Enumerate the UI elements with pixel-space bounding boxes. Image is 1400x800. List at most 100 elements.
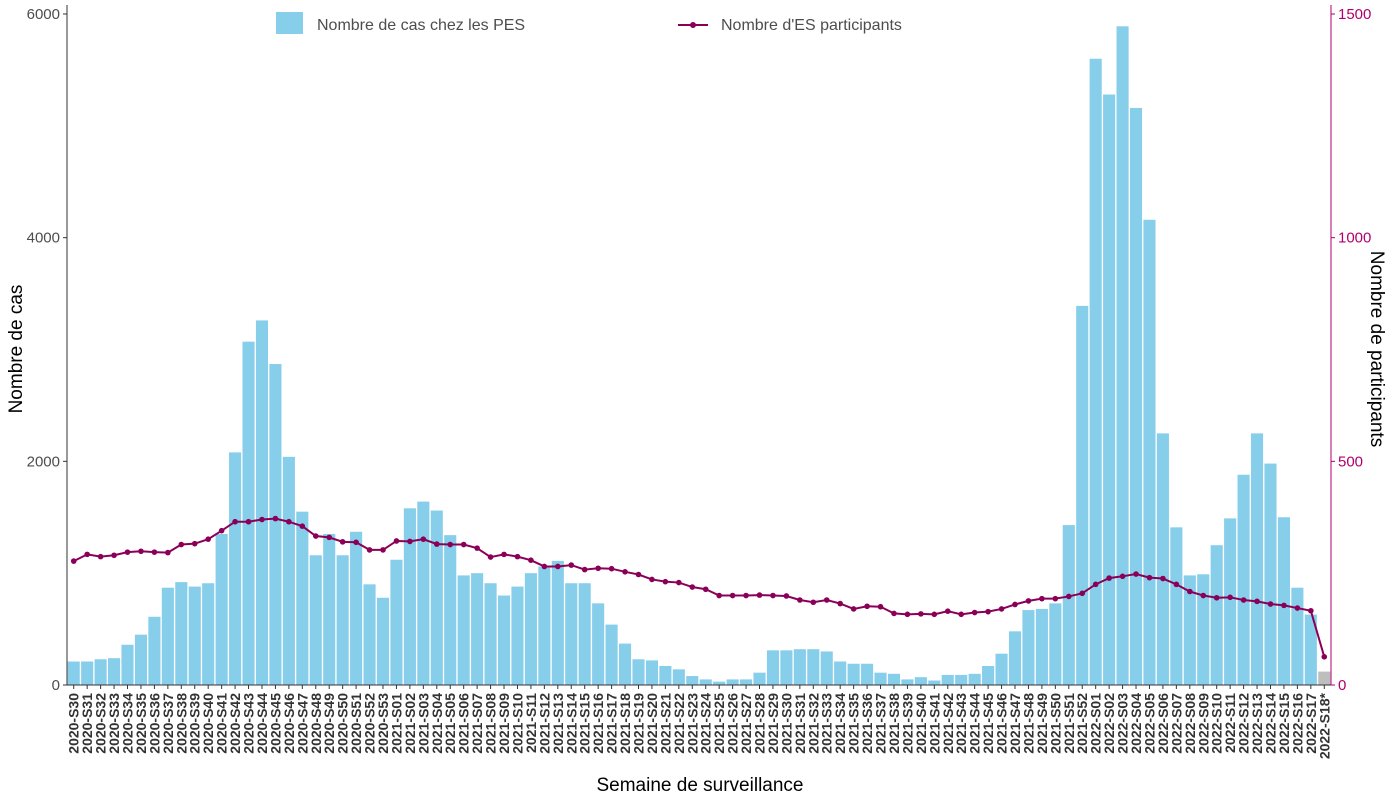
bar-2021-S28: [753, 672, 766, 685]
axes-layer: 0 2000 4000 6000 0 500 1000 1500: [27, 5, 1371, 694]
point-2021-S19: [635, 571, 642, 578]
point-2020-S37: [165, 549, 171, 556]
point-2021-S14: [568, 562, 575, 568]
point-2022-S06: [1160, 575, 1166, 582]
legend-swatch-marker: [690, 22, 696, 28]
bar-2021-S37: [874, 672, 887, 685]
point-2021-S27: [743, 592, 749, 599]
bar-2022-S12: [1237, 474, 1250, 685]
bar-2020-S31: [81, 661, 94, 685]
point-2021-S16: [595, 565, 601, 572]
point-2020-S52: [366, 547, 373, 553]
x-tick-label: 2021-S50: [1047, 693, 1063, 754]
x-axis-title: Semaine de surveillance: [596, 775, 803, 796]
x-tick-label: 2022-S07: [1168, 693, 1184, 754]
point-2021-S47: [1012, 601, 1018, 608]
x-tick-label: 2021-S20: [644, 693, 660, 754]
point-2022-S01: [1092, 581, 1099, 588]
y-tick-label: 6000: [27, 6, 60, 23]
bar-2022-S05: [1143, 219, 1156, 685]
bar-2021-S21: [659, 665, 672, 685]
bar-2021-S34: [834, 661, 847, 685]
x-tick-label: 2021-S05: [442, 693, 458, 754]
point-2021-S42: [944, 608, 951, 614]
y2-axis-title: Nombre de participants: [1366, 251, 1387, 447]
bar-2020-S33: [108, 658, 121, 685]
point-2020-S46: [286, 518, 292, 525]
point-2021-S31: [797, 597, 803, 603]
bar-2021-S27: [740, 679, 753, 685]
x-tick-label: 2020-S38: [173, 693, 189, 754]
bar-2021-S18: [618, 643, 632, 685]
bar-2021-S20: [645, 660, 658, 685]
point-2021-S29: [770, 592, 776, 599]
bar-2021-S29: [766, 650, 780, 685]
point-2020-S45: [272, 515, 279, 522]
x-tick-label: 2022-S05: [1141, 693, 1157, 754]
bar-2021-S25: [713, 681, 726, 685]
point-2020-S35: [138, 548, 144, 555]
bar-2021-S15: [578, 583, 591, 685]
bar-2020-S46: [282, 456, 295, 685]
x-tick-label: 2022-S02: [1101, 693, 1117, 754]
point-2022-S10: [1213, 594, 1220, 601]
x-tick-label: 2021-S15: [577, 693, 593, 754]
point-2022-S04: [1133, 571, 1139, 577]
bar-2020-S42: [229, 452, 242, 685]
x-tick-label: 2020-S52: [362, 693, 378, 754]
bar-2021-S12: [538, 566, 551, 685]
bar-2021-S39: [901, 679, 914, 685]
bar-2020-S49: [323, 534, 336, 685]
x-tick-label: 2020-S47: [294, 693, 310, 754]
bar-2022-S18*: [1318, 671, 1331, 685]
y2-tick-label: 1500: [1338, 6, 1371, 23]
x-tick-label: 2022-S17: [1303, 693, 1319, 754]
bar-2022-S13: [1250, 433, 1264, 686]
x-tick-label: 2020-S36: [146, 693, 162, 754]
point-2021-S18: [622, 569, 628, 575]
point-2021-S52: [1079, 590, 1086, 597]
point-2021-S04: [433, 541, 440, 547]
point-2021-S17: [608, 565, 615, 572]
line-layer: [70, 515, 1328, 660]
x-tick-label: 2020-S49: [321, 693, 337, 754]
x-tick-label: 2020-S34: [120, 693, 136, 754]
bar-2021-S11: [524, 573, 537, 685]
bars-layer: [67, 26, 1331, 686]
point-2021-S24: [702, 586, 709, 593]
x-tick-label: 2020-S48: [308, 693, 324, 754]
bar-2021-S04: [430, 510, 443, 685]
bar-2021-S03: [417, 501, 430, 685]
point-2020-S49: [326, 534, 333, 541]
bar-2020-S32: [94, 659, 107, 685]
x-tick-label: 2022-S11: [1222, 693, 1238, 753]
x-tick-label: 2021-S17: [604, 693, 620, 754]
point-2021-S32: [810, 599, 817, 606]
point-2021-S11: [528, 557, 534, 563]
x-tick-label: 2022-S15: [1276, 693, 1292, 754]
point-2020-S40: [205, 536, 211, 542]
point-2021-S46: [998, 606, 1005, 612]
x-tick-label: 2021-S25: [711, 693, 727, 754]
bar-2021-S46: [995, 653, 1008, 685]
bar-2022-S01: [1089, 58, 1102, 686]
point-2021-S44: [971, 609, 978, 616]
bar-2021-S40: [914, 677, 927, 685]
x-tick-label: 2021-S16: [590, 693, 606, 754]
x-tick-label: 2020-S50: [335, 693, 351, 754]
bar-2021-S32: [807, 649, 820, 685]
legend-swatch-bars: [276, 12, 303, 34]
point-2020-S42: [232, 518, 238, 525]
x-tick-label: 2021-S52: [1074, 693, 1090, 754]
x-tick-label: 2021-S37: [873, 693, 889, 754]
x-tick-label: 2020-S43: [241, 693, 257, 754]
point-2020-S44: [259, 516, 265, 523]
point-2022-S08: [1187, 588, 1193, 595]
bar-2021-S45: [982, 665, 995, 685]
y-tick-label: 0: [52, 677, 60, 694]
x-tick-label: 2021-S04: [429, 693, 445, 754]
bar-2021-S30: [780, 650, 793, 685]
x-tick-label: 2021-S26: [725, 693, 741, 754]
x-tick-label: 2021-S49: [1034, 693, 1050, 754]
y-tick-label: 2000: [27, 453, 60, 470]
